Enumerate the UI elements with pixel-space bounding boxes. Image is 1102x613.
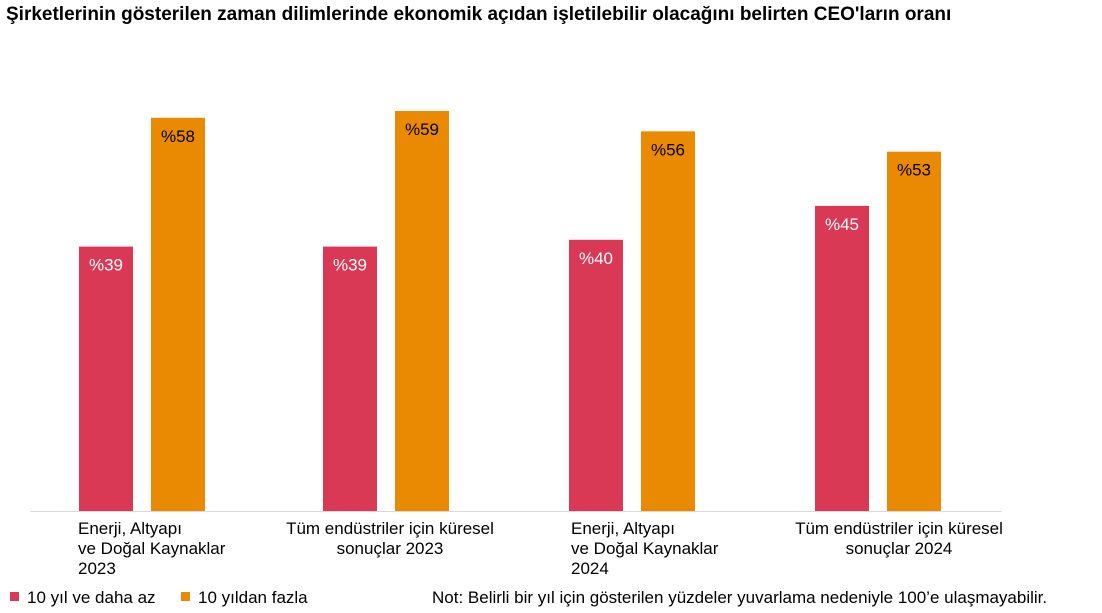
chart-title: Şirketlerinin gösterilen zaman dilimleri… [6,4,952,25]
bar-label-series1-cat1: %59 [405,120,439,139]
bar-series1-cat2 [641,131,695,511]
bar-series1-cat0 [151,117,205,511]
bar-series1-cat3 [887,151,941,511]
category-label-2: Enerji, Altyapı ve Doğal Kaynaklar 2024 [571,519,718,579]
category-label-line: Enerji, Altyapı [571,519,675,538]
legend-swatch-long [181,592,190,601]
category-label-3: Tüm endüstriler için küresel sonuçlar 202… [749,519,1049,559]
bar-series0-cat3 [815,205,869,511]
bar-series1-cat1 [395,111,449,511]
category-label-line: sonuçlar 2024 [845,539,953,558]
bar-label-series0-cat2: %40 [579,249,613,268]
legend-label-long: 10 yıldan fazla [198,588,308,607]
category-label-0: Enerji, Altyapı ve Doğal Kaynaklar 2023 [78,519,225,579]
bar-series0-cat0 [79,246,133,512]
legend-swatch-short [10,592,19,601]
legend-item-long: 10 yıldan fazla [181,588,308,608]
bar-label-series1-cat2: %56 [651,140,685,159]
bar-label-series1-cat0: %58 [161,127,195,146]
bar-label-series0-cat1: %39 [333,256,367,275]
legend-item-short: 10 yıl ve daha az [10,588,156,608]
category-label-line: ve Doğal Kaynaklar [571,539,719,558]
category-label-1: Tüm endüstriler için küresel sonuçlar 202… [240,519,540,559]
bar-label-series1-cat3: %53 [897,161,931,180]
category-label-line: Tüm endüstriler için küresel [795,519,1003,538]
bar-series0-cat2 [569,239,623,512]
bar-series0-cat1 [323,246,377,512]
legend-label-short: 10 yıl ve daha az [27,588,156,607]
bar-label-series0-cat0: %39 [89,256,123,275]
footnote: Not: Belirli bir yıl için gösterilen yüz… [432,588,1048,607]
bar-label-series0-cat3: %45 [825,215,859,234]
category-label-line: sonuçlar 2023 [336,539,444,558]
category-label-line: 2024 [571,559,609,578]
category-label-line: ve Doğal Kaynaklar [78,539,226,558]
category-label-line: Enerji, Altyapı [78,519,182,538]
category-label-line: Tüm endüstriler için küresel [286,519,494,538]
category-label-line: 2023 [78,559,116,578]
